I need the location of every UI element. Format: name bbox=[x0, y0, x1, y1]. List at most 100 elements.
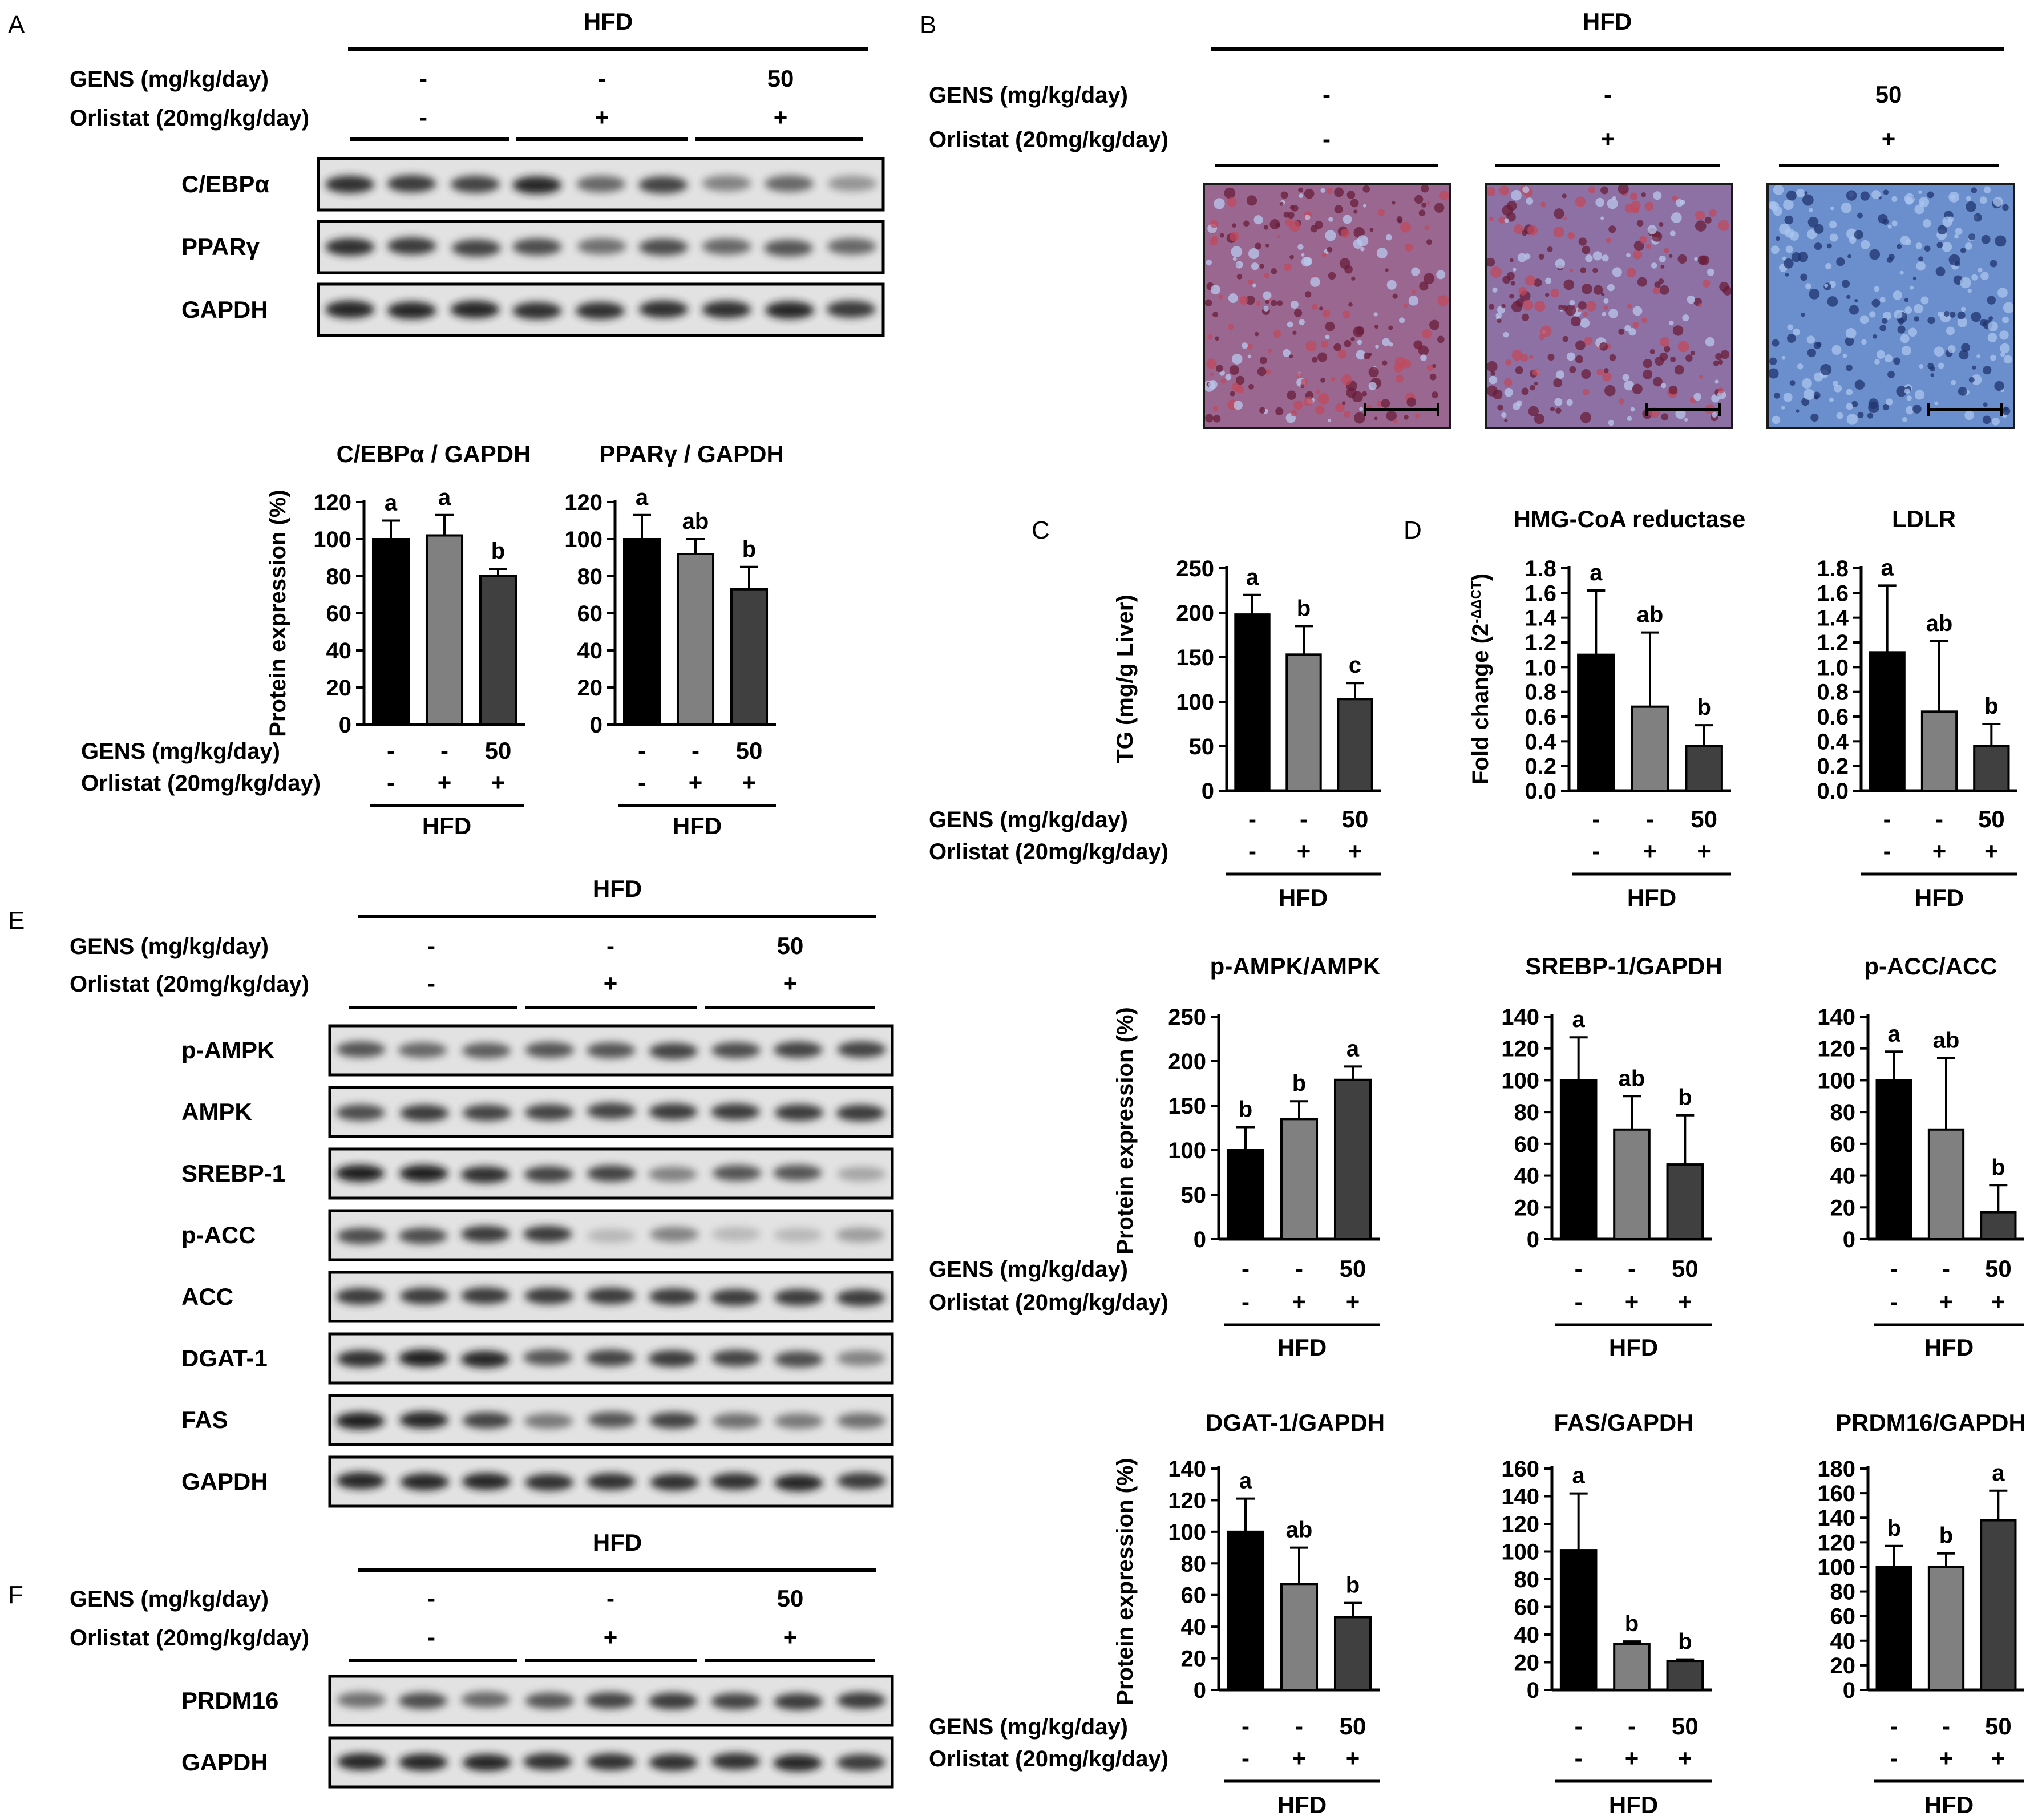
orlistat-value: + bbox=[1697, 838, 1711, 864]
tissue-cell bbox=[1210, 372, 1214, 377]
blot-panel-e: p-AMPK AMPK SREBP-1 p-ACC ACC DGAT-1 FAS GAPDH bbox=[181, 1024, 894, 1508]
tissue-cell bbox=[1287, 321, 1293, 328]
tissue-cell bbox=[1867, 412, 1874, 419]
tissue-cell bbox=[1566, 399, 1573, 406]
tissue-cell bbox=[1504, 218, 1509, 223]
tissue-cell bbox=[1521, 313, 1530, 321]
blot-band bbox=[450, 176, 500, 193]
tissue-cell bbox=[1331, 377, 1336, 381]
tissue-cell bbox=[1968, 377, 1975, 383]
tissue-cell bbox=[1957, 311, 1966, 319]
tissue-cell bbox=[1208, 380, 1218, 389]
significance-letter: ab bbox=[1933, 1028, 1960, 1053]
y-tick-label: 150 bbox=[1168, 1094, 1206, 1119]
chart-ppar: PPARγ / GAPDH 0 20 40 60 80 100 120 a - - ab - + b 50 + H… bbox=[564, 440, 784, 839]
y-tick-label: 0 bbox=[339, 713, 351, 738]
blot-band bbox=[774, 1474, 823, 1491]
tissue-cell bbox=[1207, 334, 1213, 340]
blot-band bbox=[523, 1349, 572, 1366]
tissue-cell bbox=[1874, 359, 1880, 365]
tissue-cell bbox=[1532, 368, 1540, 376]
tissue-cell bbox=[1204, 299, 1212, 306]
y-tick-label: 20 bbox=[1830, 1195, 1856, 1220]
blot-band bbox=[638, 176, 688, 194]
tissue-cell bbox=[1304, 397, 1313, 406]
tissue-cell bbox=[1228, 293, 1238, 304]
blot-band bbox=[649, 1412, 698, 1429]
hfd-label: HFD bbox=[1924, 1334, 1974, 1361]
orlistat-value: + bbox=[1625, 1745, 1639, 1772]
blot-label: DGAT-1 bbox=[181, 1345, 268, 1372]
tissue-cell bbox=[1671, 212, 1682, 223]
tissue-cell bbox=[1915, 242, 1923, 249]
tissue-cell bbox=[1333, 343, 1341, 351]
y-tick-label: 40 bbox=[1830, 1164, 1856, 1189]
blot-band bbox=[512, 238, 562, 256]
y-tick-label: 0 bbox=[1843, 1678, 1855, 1703]
tissue-cell bbox=[1990, 260, 1997, 268]
tissue-cell bbox=[1575, 340, 1586, 351]
y-tick-label: 60 bbox=[1830, 1604, 1856, 1629]
western-blots: C/EBPα PPARγ GAPDH p-AMPK AMPK SREBP-1 p-ACC AC… bbox=[181, 157, 894, 1789]
tissue-cell bbox=[1891, 196, 1898, 203]
significance-letter: a bbox=[1346, 1036, 1360, 1061]
tissue-cell bbox=[1668, 385, 1678, 395]
tissue-cell bbox=[1419, 281, 1429, 291]
blot-label: ACC bbox=[181, 1283, 233, 1310]
tissue-cell bbox=[1271, 300, 1277, 306]
y-tick-label: 20 bbox=[1181, 1647, 1207, 1672]
gens-value: 50 bbox=[1875, 81, 1902, 108]
tissue-cell bbox=[1346, 387, 1357, 398]
panel-label-a: A bbox=[8, 11, 25, 39]
tissue-cell bbox=[1327, 246, 1333, 253]
tissue-cell bbox=[1893, 290, 1903, 300]
tissue-cell bbox=[1661, 383, 1667, 389]
blot-band bbox=[587, 1228, 636, 1243]
tissue-cell bbox=[1718, 359, 1724, 365]
gens-value: - bbox=[1604, 81, 1612, 108]
blot-band bbox=[836, 1692, 886, 1709]
y-tick-label: 20 bbox=[1514, 1651, 1540, 1676]
tissue-cell bbox=[1218, 294, 1223, 300]
blot-label: AMPK bbox=[181, 1098, 252, 1125]
blot-band bbox=[774, 1351, 823, 1368]
tissue-cell bbox=[1698, 303, 1702, 307]
blot-band bbox=[711, 1350, 761, 1366]
blot-row: DGAT-1 bbox=[181, 1332, 894, 1385]
tissue-cell bbox=[1624, 380, 1635, 391]
tissue-cell bbox=[1406, 397, 1416, 407]
orlistat-value: + bbox=[1991, 1288, 2005, 1315]
tissue-cell bbox=[1781, 355, 1786, 360]
y-tick-label: 1.8 bbox=[1817, 556, 1849, 581]
chart-title: p-AMPK/AMPK bbox=[1210, 953, 1381, 980]
tissue-cell bbox=[1946, 326, 1955, 335]
orlistat-value: + bbox=[1297, 838, 1311, 864]
tissue-cell bbox=[1927, 191, 1934, 199]
y-tick-label: 1.2 bbox=[1817, 630, 1849, 656]
bar bbox=[1631, 705, 1669, 792]
y-tick-label: 20 bbox=[1830, 1653, 1856, 1679]
tissue-cell bbox=[1894, 310, 1903, 319]
tissue-cell bbox=[1540, 325, 1552, 337]
blot-band bbox=[523, 1753, 572, 1770]
tissue-cell bbox=[1897, 325, 1906, 334]
tissue-cell bbox=[1299, 319, 1305, 325]
tissue-cell bbox=[1869, 311, 1876, 318]
tissue-cell bbox=[1321, 340, 1329, 348]
tissue-cell bbox=[1339, 258, 1350, 269]
blot-row: ACC bbox=[181, 1271, 894, 1323]
tissue-cell bbox=[1571, 316, 1581, 327]
orlistat-value: - bbox=[1248, 838, 1256, 864]
tissue-cell bbox=[1607, 198, 1618, 209]
y-tick-label: 140 bbox=[1501, 1005, 1539, 1030]
tissue-cell bbox=[1420, 354, 1427, 361]
hfd-label: HFD bbox=[1627, 884, 1676, 911]
tissue-cell bbox=[1801, 378, 1812, 389]
gens-value: - bbox=[1248, 806, 1256, 832]
gens-value: - bbox=[606, 932, 614, 959]
tissue-cell bbox=[1806, 229, 1817, 240]
blot-band bbox=[711, 1753, 761, 1770]
blot-band bbox=[650, 1227, 699, 1242]
tissue-cell bbox=[1695, 220, 1707, 232]
blot-band bbox=[337, 1228, 386, 1244]
